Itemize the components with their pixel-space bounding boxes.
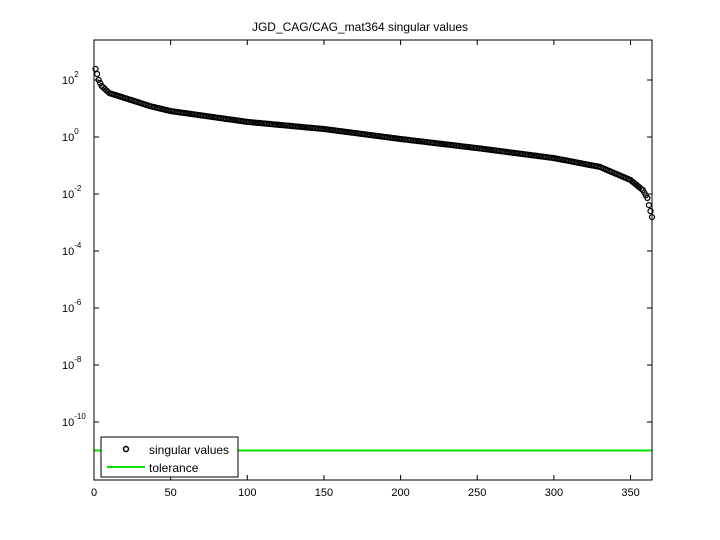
x-tick-label: 300 — [545, 487, 563, 499]
singular-value-marker — [638, 185, 645, 192]
y-tick-label: 10-8 — [62, 355, 82, 372]
plot-area — [92, 65, 656, 452]
x-tick-label: 150 — [315, 487, 333, 499]
legend-marker-icon — [122, 445, 130, 453]
singular-value-marker — [647, 208, 654, 215]
x-tick-label: 0 — [91, 487, 97, 499]
y-tick-label: 10-10 — [62, 412, 86, 429]
y-tick-label: 10-2 — [62, 184, 82, 201]
legend-box — [100, 436, 239, 478]
singular-value-marker — [93, 70, 101, 78]
x-tick-label: 200 — [391, 487, 409, 499]
singular-value-marker — [644, 194, 651, 202]
chart-title: JGD_CAG/CAG_mat364 singular values — [251, 20, 469, 34]
y-tick-label: 10-4 — [62, 241, 82, 258]
x-tick-label: 250 — [468, 487, 486, 499]
legend-label-singular-values: singular values — [149, 443, 229, 457]
x-tick-label: 100 — [238, 487, 256, 499]
x-tick-label: 50 — [165, 487, 177, 499]
legend-label-tolerance: tolerance — [149, 461, 199, 475]
x-tick-label: 350 — [621, 487, 639, 499]
y-tick-label: 100 — [62, 127, 79, 144]
legend: singular values tolerance — [100, 436, 239, 478]
singular-value-marker — [96, 79, 104, 87]
plot-frame — [93, 39, 653, 481]
y-tick-label: 102 — [62, 70, 79, 87]
singular-value-marker — [645, 202, 653, 209]
y-tick-label: 10-6 — [62, 298, 82, 315]
